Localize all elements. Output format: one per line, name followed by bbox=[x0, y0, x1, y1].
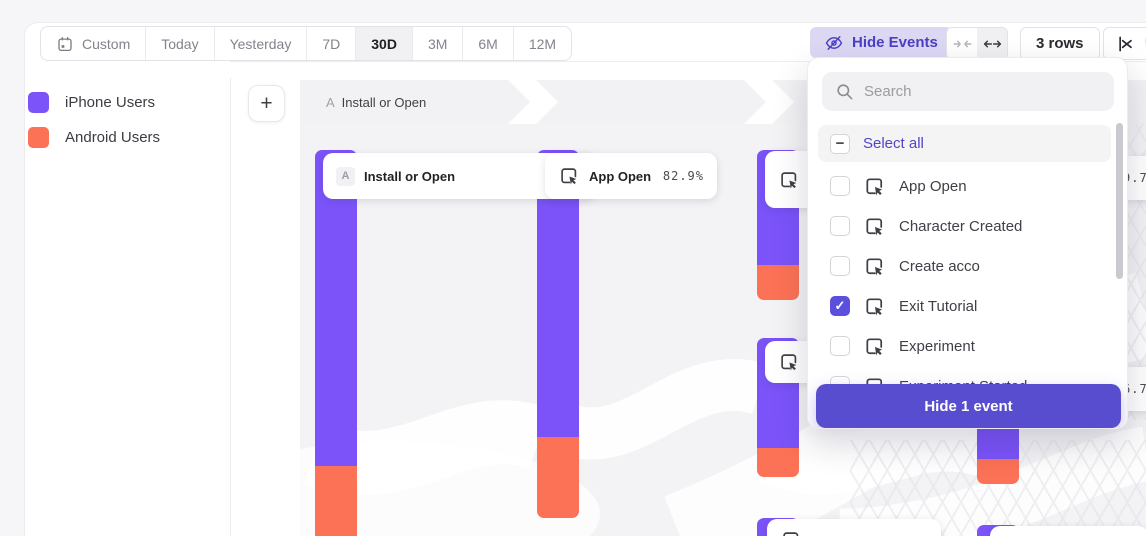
arrows-outward-icon bbox=[983, 37, 1002, 51]
event-icon bbox=[780, 529, 802, 536]
date-range-label: Custom bbox=[82, 35, 131, 52]
step-prefix: A bbox=[326, 94, 335, 110]
eye-off-icon bbox=[824, 33, 844, 53]
node-card-step4-row3[interactable] bbox=[990, 526, 1146, 536]
legend-item-android[interactable]: Android Users bbox=[28, 127, 160, 148]
checkbox[interactable] bbox=[830, 176, 850, 196]
hide-events-label: Hide Events bbox=[852, 34, 938, 51]
funnel-bar-step1[interactable] bbox=[315, 150, 357, 536]
hide-events-dropdown: Select all App Open Character Created bbox=[807, 57, 1128, 429]
date-range-3m[interactable]: 3M bbox=[413, 27, 464, 60]
conversion-value: 82.9% bbox=[662, 169, 704, 183]
column-width-toggle bbox=[946, 27, 1008, 60]
rows-count-button[interactable]: 3 rows bbox=[1020, 27, 1100, 60]
conversion-value: 9.7% bbox=[1123, 171, 1146, 185]
line-chart-icon bbox=[1116, 34, 1136, 54]
hide-event-action-button[interactable]: Hide 1 event bbox=[816, 384, 1121, 428]
search-input[interactable] bbox=[822, 72, 1114, 111]
legend-divider bbox=[230, 78, 231, 536]
date-range-7d[interactable]: 7D bbox=[307, 27, 357, 60]
event-icon bbox=[778, 351, 800, 373]
funnel-step-header-1[interactable]: A Install or Open bbox=[300, 80, 530, 124]
select-all-checkbox[interactable] bbox=[830, 133, 850, 154]
collapse-columns-button[interactable] bbox=[947, 28, 977, 59]
date-range-selector: Custom Today Yesterday 7D 30D 3M 6M 12M bbox=[40, 26, 573, 61]
event-item-exit-tutorial[interactable]: Exit Tutorial bbox=[818, 286, 1111, 326]
android-segment[interactable] bbox=[537, 437, 579, 518]
legend-label: Android Users bbox=[65, 129, 161, 146]
event-icon bbox=[863, 175, 886, 198]
event-item-create-acco[interactable]: Create acco bbox=[818, 246, 1111, 286]
checkbox[interactable] bbox=[830, 336, 850, 356]
iphone-segment[interactable] bbox=[315, 150, 357, 466]
event-search bbox=[822, 72, 1114, 111]
event-icon bbox=[558, 165, 580, 187]
event-icon bbox=[863, 335, 886, 358]
iphone-swatch bbox=[28, 92, 49, 113]
event-item-experiment[interactable]: Experiment bbox=[818, 326, 1111, 366]
event-icon bbox=[863, 255, 886, 278]
funnel-step-header-2 bbox=[536, 80, 766, 124]
scrollbar-thumb[interactable] bbox=[1116, 123, 1123, 279]
event-icon bbox=[863, 215, 886, 238]
select-all-row[interactable]: Select all bbox=[818, 125, 1111, 162]
checkbox[interactable] bbox=[830, 296, 850, 316]
hide-events-button[interactable]: Hide Events bbox=[810, 27, 952, 58]
arrows-inward-icon bbox=[952, 37, 972, 51]
date-range-6m[interactable]: 6M bbox=[463, 27, 514, 60]
android-segment[interactable] bbox=[757, 448, 799, 477]
checkbox[interactable] bbox=[830, 216, 850, 236]
date-range-today[interactable]: Today bbox=[146, 27, 215, 60]
date-range-30d[interactable]: 30D bbox=[356, 27, 413, 60]
legend-label: iPhone Users bbox=[65, 94, 156, 111]
node-card-step3-row3[interactable] bbox=[767, 519, 941, 536]
node-card-app-open[interactable]: App Open 82.9% bbox=[545, 153, 717, 199]
legend-item-iphone[interactable]: iPhone Users bbox=[28, 92, 155, 113]
add-step-button[interactable]: + bbox=[248, 85, 285, 122]
android-segment[interactable] bbox=[757, 265, 799, 300]
event-icon bbox=[778, 169, 800, 191]
checkbox[interactable] bbox=[830, 256, 850, 276]
event-item-app-open[interactable]: App Open bbox=[818, 166, 1111, 206]
date-range-yesterday[interactable]: Yesterday bbox=[215, 27, 308, 60]
chart-type-button[interactable]: U bbox=[1103, 27, 1146, 60]
calendar-icon bbox=[56, 35, 74, 53]
toolbar-divider bbox=[230, 61, 1146, 62]
date-range-custom[interactable]: Custom bbox=[41, 27, 147, 60]
step-label: Install or Open bbox=[341, 94, 427, 110]
step-a-badge: A bbox=[336, 166, 355, 186]
date-range-12m[interactable]: 12M bbox=[528, 35, 557, 52]
conversion-value: 6.7% bbox=[1123, 382, 1146, 396]
funnel-bar-step2[interactable] bbox=[537, 150, 579, 518]
event-icon bbox=[863, 295, 886, 318]
expand-columns-button[interactable] bbox=[977, 28, 1007, 59]
android-segment[interactable] bbox=[977, 459, 1019, 484]
android-segment[interactable] bbox=[315, 466, 357, 536]
android-swatch bbox=[28, 127, 49, 148]
event-item-character-created[interactable]: Character Created bbox=[818, 206, 1111, 246]
